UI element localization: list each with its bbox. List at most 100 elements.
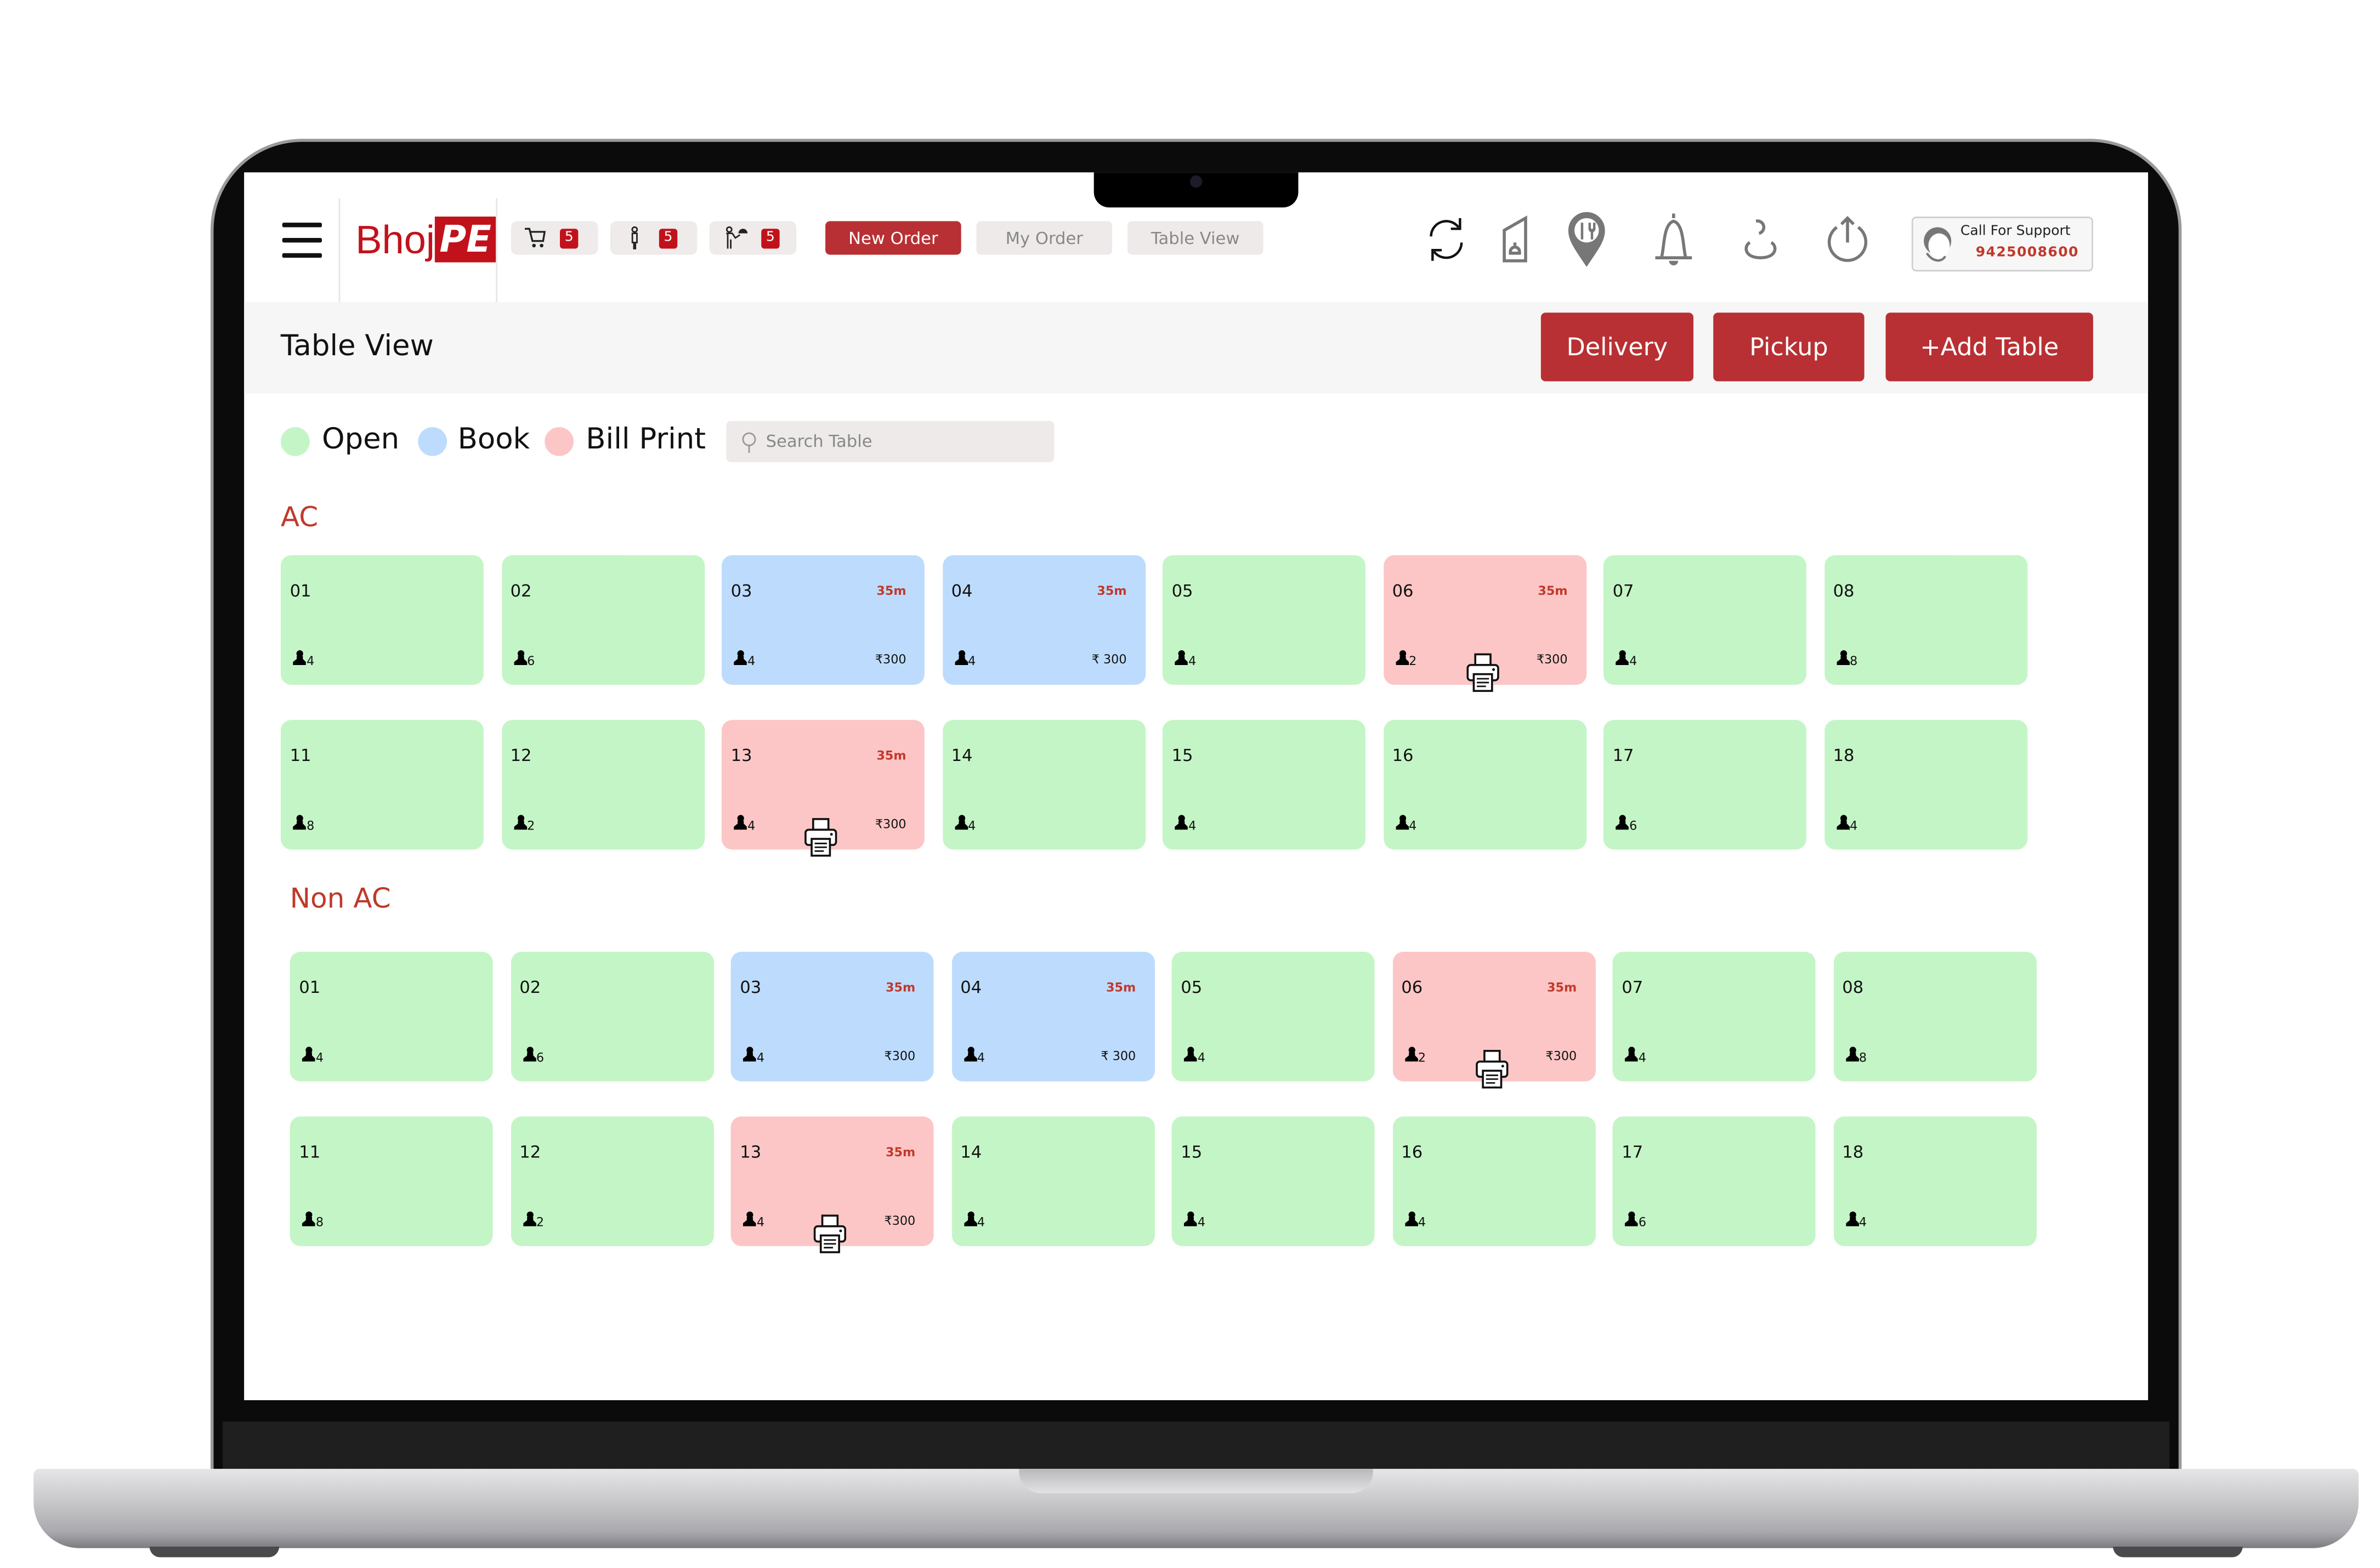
table-card[interactable]: 13 35m 4 ₹300: [721, 720, 925, 857]
table-card[interactable]: 08 8: [1833, 951, 2036, 1082]
table-card[interactable]: 15 4: [1162, 720, 1365, 850]
table-card[interactable]: 03 35m 4 ₹300: [730, 951, 934, 1082]
person-icon: [1183, 1046, 1198, 1064]
table-number: 03: [730, 581, 752, 601]
new-order-button[interactable]: New Order: [825, 221, 961, 255]
person-icon: [1183, 1211, 1198, 1229]
bill-amount: ₹300: [884, 1214, 916, 1228]
guest-count-value: 4: [747, 654, 756, 668]
guest-count: 4: [743, 1211, 764, 1229]
guest-count-value: 2: [527, 819, 535, 833]
table-card[interactable]: 07 4: [1612, 951, 1816, 1082]
support-phone[interactable]: 9425008600: [1975, 245, 2079, 261]
table-card[interactable]: 05 4: [1171, 951, 1375, 1082]
table-card[interactable]: 01 4: [290, 951, 493, 1082]
bill-amount: ₹300: [884, 1049, 916, 1064]
table-number: 16: [1392, 746, 1414, 766]
table-number: 03: [740, 978, 762, 998]
restaurant-location-icon[interactable]: [1559, 209, 1614, 270]
my-order-button[interactable]: My Order: [976, 221, 1113, 255]
person-icon: [1404, 1046, 1418, 1064]
table-number: 11: [299, 1142, 321, 1162]
table-card[interactable]: 11 8: [290, 1116, 493, 1246]
table-card[interactable]: 14 4: [942, 720, 1145, 850]
printer-icon[interactable]: [1473, 1049, 1510, 1089]
person-icon: [1836, 650, 1850, 668]
table-card[interactable]: 02 6: [501, 555, 704, 685]
search-table-input[interactable]: Search Table: [726, 421, 1055, 462]
customer-counter[interactable]: 5: [610, 221, 698, 255]
cart-counter[interactable]: 5: [511, 221, 598, 255]
person-icon: [1404, 1211, 1418, 1229]
printer-icon[interactable]: [1464, 653, 1500, 692]
guest-count: 4: [963, 1211, 985, 1229]
table-number: 02: [519, 978, 541, 998]
table-card[interactable]: 01 4: [280, 555, 484, 685]
bill-amount: ₹300: [1545, 1049, 1577, 1064]
printer-icon[interactable]: [812, 1214, 848, 1253]
user-icon[interactable]: [1733, 209, 1788, 270]
table-card[interactable]: 13 35m 4 ₹300: [730, 1116, 934, 1253]
guest-count-value: 6: [527, 654, 535, 668]
table-card[interactable]: 15 4: [1171, 1116, 1375, 1246]
table-card[interactable]: 14 4: [951, 1116, 1154, 1246]
table-number: 06: [1392, 581, 1414, 601]
power-icon[interactable]: [1820, 209, 1875, 270]
table-card[interactable]: 16 4: [1392, 1116, 1595, 1246]
person-icon: [1624, 1046, 1639, 1064]
bell-icon[interactable]: [1646, 209, 1701, 270]
pickup-button[interactable]: Pickup: [1713, 313, 1865, 382]
table-card[interactable]: 17 6: [1603, 720, 1806, 850]
table-number: 14: [960, 1142, 982, 1162]
section-title-non-ac: Non AC: [290, 883, 391, 916]
table-card[interactable]: 04 35m 4 ₹ 300: [951, 951, 1154, 1082]
guest-count-value: 4: [1409, 819, 1417, 833]
table-card[interactable]: 17 6: [1612, 1116, 1816, 1246]
table-card[interactable]: 03 35m 4 ₹300: [721, 555, 925, 685]
guest-count-value: 4: [968, 654, 976, 668]
legend-bill-print-dot: [545, 427, 574, 456]
table-number: 12: [519, 1142, 541, 1162]
table-number: 01: [290, 581, 311, 601]
table-card[interactable]: 06 35m 2 ₹300: [1392, 951, 1595, 1089]
guest-count-value: 6: [1638, 1215, 1647, 1230]
logo[interactable]: Bhoj PE: [355, 217, 496, 263]
call-support-box[interactable]: Call For Support 9425008600: [1911, 217, 2093, 272]
guest-count: 4: [1183, 1211, 1205, 1229]
guest-count-value: 2: [536, 1215, 545, 1230]
table-card[interactable]: 12 2: [510, 1116, 713, 1246]
table-card[interactable]: 11 8: [280, 720, 484, 850]
guest-count-value: 4: [1629, 654, 1637, 668]
page-title: Table View: [280, 329, 434, 363]
table-card[interactable]: 12 2: [501, 720, 704, 850]
guest-count-value: 6: [536, 1050, 545, 1065]
table-card[interactable]: 07 4: [1603, 555, 1806, 685]
table-card[interactable]: 18 4: [1833, 1116, 2036, 1246]
guest-count-value: 4: [756, 1215, 765, 1230]
guest-count-value: 4: [1188, 819, 1197, 833]
table-card[interactable]: 02 6: [510, 951, 713, 1082]
printer-icon[interactable]: [802, 817, 839, 857]
table-number: 17: [1622, 1142, 1644, 1162]
add-table-button[interactable]: +Add Table: [1885, 313, 2093, 382]
laptop-foot: [149, 1546, 280, 1558]
guest-count-value: 8: [1850, 654, 1858, 668]
guest-count: 4: [734, 815, 755, 833]
table-card[interactable]: 18 4: [1823, 720, 2027, 850]
table-view-button[interactable]: Table View: [1127, 221, 1263, 255]
hamburger-menu-button[interactable]: [282, 223, 322, 268]
guest-count: 4: [1183, 1046, 1205, 1065]
table-card[interactable]: 04 35m 4 ₹ 300: [942, 555, 1145, 685]
guest-count-value: 4: [968, 819, 976, 833]
table-card[interactable]: 05 4: [1162, 555, 1365, 685]
delivery-button[interactable]: Delivery: [1540, 313, 1694, 382]
table-card[interactable]: 08 8: [1823, 555, 2027, 685]
table-card[interactable]: 16 4: [1382, 720, 1586, 850]
refresh-icon[interactable]: [1419, 209, 1474, 270]
person-icon: [513, 815, 527, 833]
waiter-counter[interactable]: 5: [709, 221, 797, 255]
table-card[interactable]: 06 35m 2 ₹300: [1382, 555, 1586, 692]
camera: [1189, 175, 1203, 188]
menu-card-icon[interactable]: [1491, 209, 1545, 270]
guest-count-value: 4: [1850, 819, 1858, 833]
